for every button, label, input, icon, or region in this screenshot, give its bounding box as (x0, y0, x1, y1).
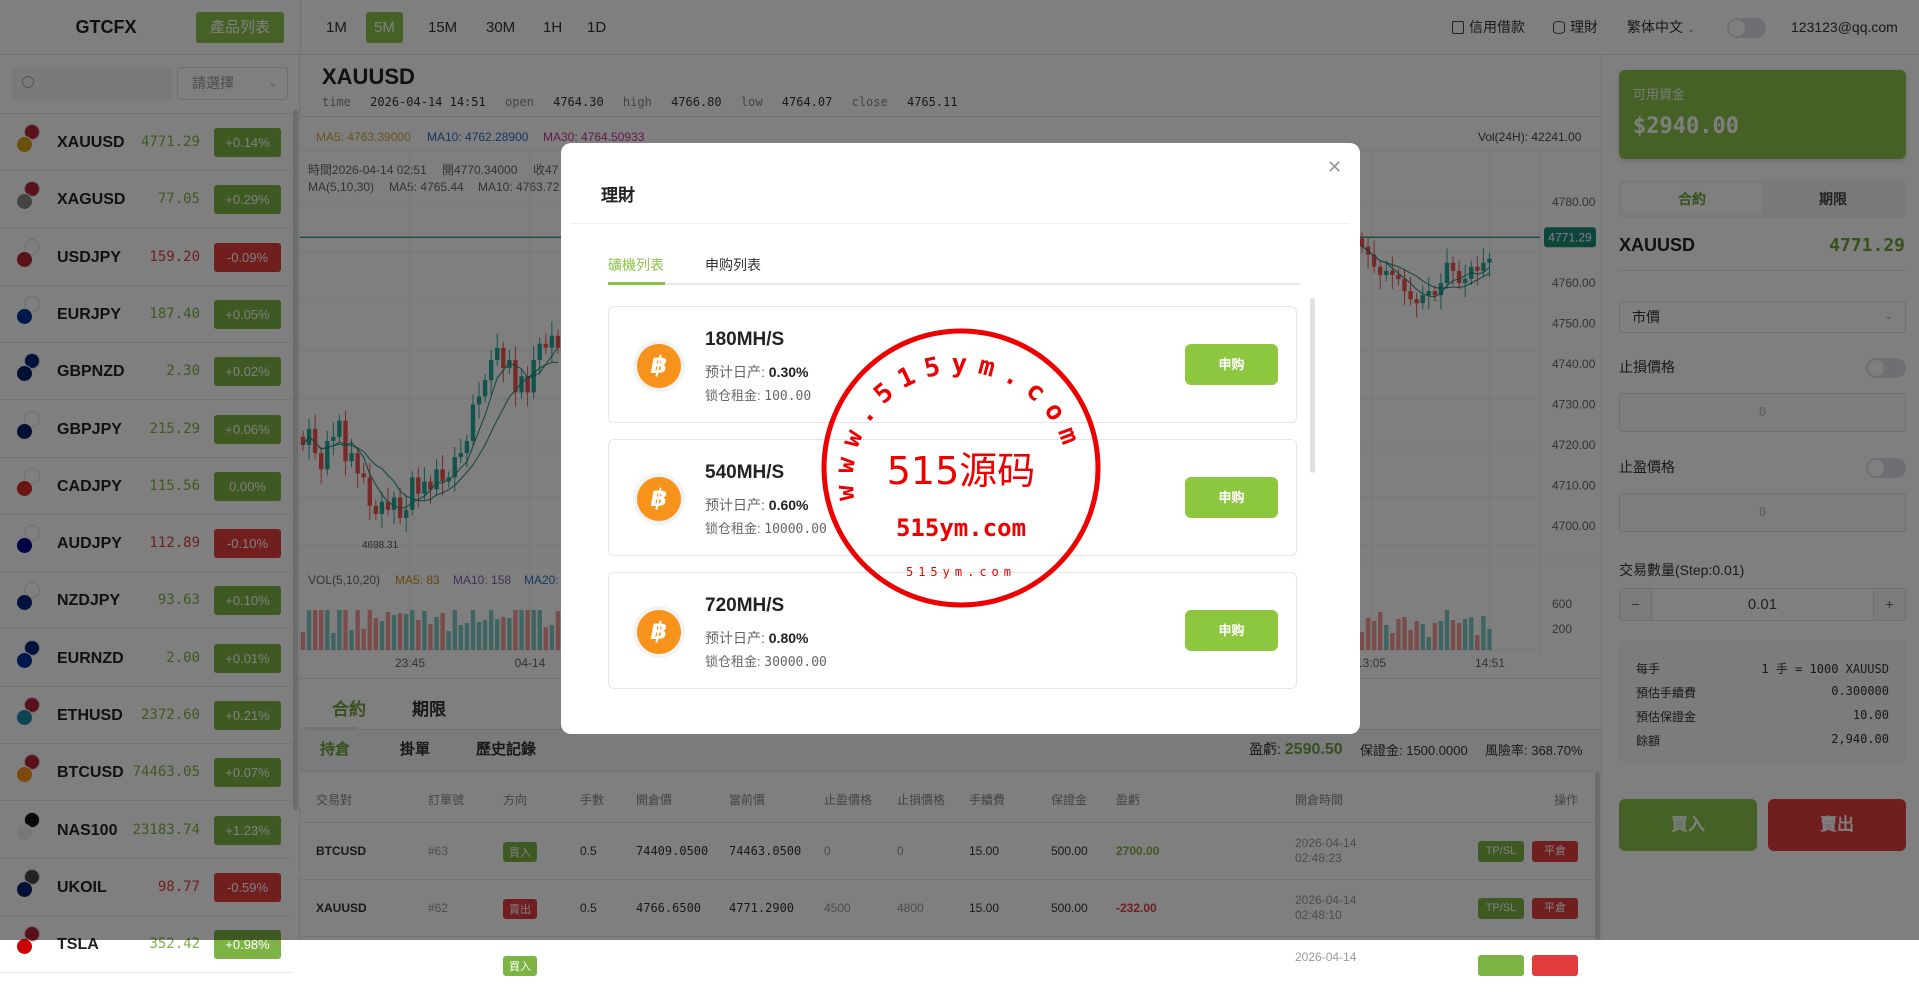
bitcoin-icon: ฿ (633, 340, 685, 392)
daily-yield: 预计日产: 0.60% (705, 495, 808, 515)
stamp-sub-text: 515ym.com (896, 514, 1026, 542)
lock-rent-value: 10000.00 (764, 522, 827, 537)
divider (571, 223, 1350, 224)
daily-yield-label: 预计日产: (705, 630, 765, 646)
subscribe-button[interactable]: 申购 (1185, 477, 1278, 518)
watermark-stamp: www.515ym.com 515源码 515ym.com 515ym.com (821, 328, 1101, 608)
stamp-ring (821, 328, 1101, 608)
daily-yield-value: 0.30% (768, 364, 809, 380)
bitcoin-icon: ฿ (633, 606, 685, 658)
machine-name: 180MH/S (705, 329, 785, 350)
modal-title: 理財 (601, 186, 635, 205)
subscribe-button[interactable]: 申购 (1185, 344, 1278, 385)
daily-yield-value: 0.80% (768, 630, 809, 646)
stamp-bottom-text: 515ym.com (906, 565, 1016, 579)
cell-date: 2026-04-14 (1295, 950, 1357, 964)
close-position-button[interactable] (1532, 955, 1578, 976)
lock-rent: 锁仓租金: 100.00 (705, 385, 811, 404)
lock-rent-value: 30000.00 (764, 655, 827, 670)
lock-rent: 锁仓租金: 10000.00 (705, 518, 827, 537)
tab-subscriptions[interactable]: 申购列表 (705, 257, 761, 273)
machine-name: 540MH/S (705, 462, 785, 483)
lock-rent-label: 锁仓租金: (705, 388, 761, 403)
machine-name: 720MH/S (705, 595, 785, 616)
daily-yield: 预计日产: 0.30% (705, 362, 808, 382)
subscribe-button[interactable]: 申购 (1185, 610, 1278, 651)
machine-card: ฿ 540MH/S 预计日产: 0.60% 锁仓租金: 10000.00 申购 (608, 439, 1297, 556)
tab-mining-machines[interactable]: 礦機列表 (608, 257, 664, 273)
tab-bar (608, 283, 1300, 285)
daily-yield: 预计日产: 0.80% (705, 628, 808, 648)
close-icon[interactable]: ✕ (1327, 157, 1343, 177)
modal-scrollbar[interactable] (1310, 298, 1315, 473)
table-row: 買入 2026-04-14 (300, 936, 1595, 993)
daily-yield-value: 0.60% (768, 497, 809, 513)
machine-card: ฿ 720MH/S 预计日产: 0.80% 锁仓租金: 30000.00 申购 (608, 572, 1297, 689)
machine-card: ฿ 180MH/S 预计日产: 0.30% 锁仓租金: 100.00 申购 (608, 306, 1297, 423)
lock-rent-label: 锁仓租金: (705, 521, 761, 536)
daily-yield-label: 预计日产: (705, 497, 765, 513)
lock-rent-value: 100.00 (764, 389, 812, 404)
direction-badge: 買入 (503, 956, 537, 976)
daily-yield-label: 预计日产: (705, 364, 765, 380)
bitcoin-icon: ฿ (633, 473, 685, 525)
tpsl-button[interactable] (1478, 955, 1524, 976)
stamp-center-text: 515源码 (887, 449, 1036, 493)
lock-rent-label: 锁仓租金: (705, 654, 761, 669)
lock-rent: 锁仓租金: 30000.00 (705, 651, 827, 670)
tab-active-indicator (608, 282, 665, 285)
finance-modal: 理財 ✕ 礦機列表 申购列表 ฿ 180MH/S 预计日产: 0.30% 锁仓租金: … (561, 143, 1360, 734)
